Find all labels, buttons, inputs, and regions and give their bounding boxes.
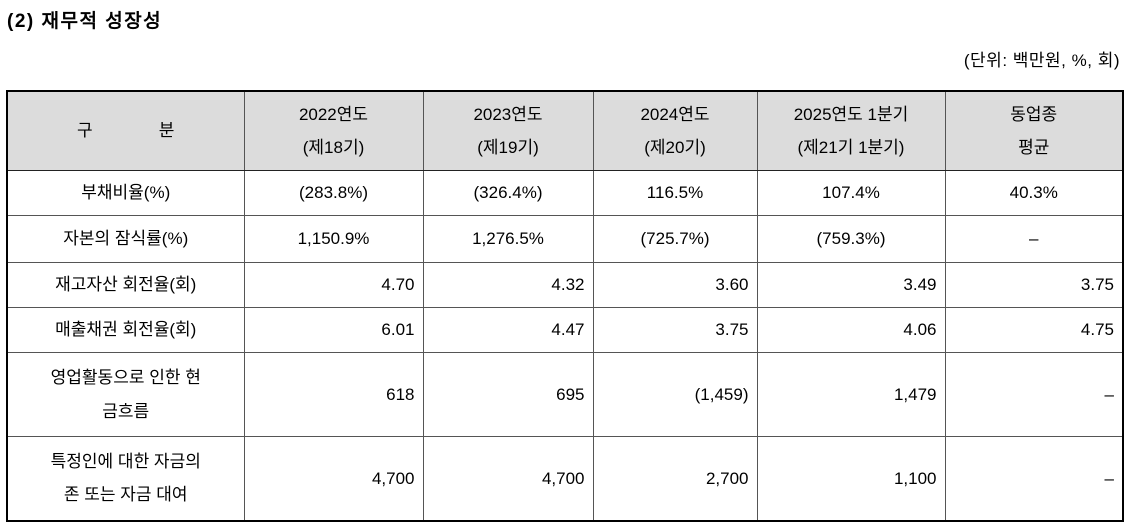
- value-cell: 6.01: [243, 307, 424, 353]
- value-cell: –: [944, 436, 1124, 521]
- value-cell: 1,100: [756, 436, 946, 521]
- column-header: 2025연도 1분기 (제21기 1분기): [756, 90, 946, 171]
- value-cell: 2,700: [592, 436, 758, 521]
- table-row: 영업활동으로 인한 현 금흐름 618 695 (1,459) 1,479–: [6, 352, 1124, 437]
- value-cell: 40.3%: [944, 170, 1124, 216]
- column-header: 2024연도 (제20기): [592, 90, 758, 171]
- row-label: 자본의 잠식률(%): [6, 215, 245, 263]
- table-row: 부채비율(%) (283.8%) (326.4%) 116.5% 107.4% 40.3%: [6, 170, 1124, 216]
- table-body: 부채비율(%) (283.8%) (326.4%) 116.5% 107.4% 40.3%…: [6, 170, 1124, 521]
- row-label: 매출채권 회전율(회): [6, 307, 245, 353]
- value-cell: 107.4%: [756, 170, 946, 216]
- value-cell: 4.75: [944, 307, 1124, 353]
- row-label: 특정인에 대한 자금의 존 또는 자금 대여: [6, 436, 245, 521]
- value-cell: (1,459): [592, 352, 758, 437]
- row-label: 영업활동으로 인한 현 금흐름: [6, 352, 245, 437]
- row-label: 부채비율(%): [6, 170, 245, 216]
- value-cell: 3.60: [592, 262, 758, 308]
- value-cell: 4,700: [422, 436, 594, 521]
- value-cell: 116.5%: [592, 170, 758, 216]
- value-cell: 3.75: [944, 262, 1124, 308]
- header-row: 구 분 2022연도 (제18기) 2023연도 (제19기) 2024연도 (제20…: [6, 90, 1124, 171]
- row-label: 재고자산 회전율(회): [6, 262, 245, 308]
- column-header: 동업종 평균: [944, 90, 1124, 171]
- table-row: 특정인에 대한 자금의 존 또는 자금 대여 4,700 4,700 2,700 1,1…: [6, 436, 1124, 521]
- value-cell: 1,150.9%: [243, 215, 424, 263]
- value-cell: –: [944, 215, 1124, 263]
- table-row: 매출채권 회전율(회) 6.01 4.47 3.75 4.06 4.75: [6, 307, 1124, 353]
- financial-growth-table: 구 분 2022연도 (제18기) 2023연도 (제19기) 2024연도 (제20…: [6, 90, 1124, 522]
- value-cell: 4.32: [422, 262, 594, 308]
- value-cell: 4.70: [243, 262, 424, 308]
- value-cell: (759.3%): [756, 215, 946, 263]
- table-row: 자본의 잠식률(%) 1,150.9% 1,276.5% (725.7%) (759.3…: [6, 215, 1124, 263]
- value-cell: 618: [243, 352, 424, 437]
- value-cell: (725.7%): [592, 215, 758, 263]
- table-row: 재고자산 회전율(회) 4.70 4.32 3.60 3.49 3.75: [6, 262, 1124, 308]
- value-cell: (326.4%): [422, 170, 594, 216]
- column-header: 2022연도 (제18기): [243, 90, 424, 171]
- value-cell: 4.06: [756, 307, 946, 353]
- unit-note: (단위: 백만원, %, 회): [963, 51, 1120, 70]
- column-header: 구 분: [6, 90, 245, 171]
- value-cell: 695: [422, 352, 594, 437]
- value-cell: 1,276.5%: [422, 215, 594, 263]
- value-cell: 4.47: [422, 307, 594, 353]
- value-cell: –: [944, 352, 1124, 437]
- value-cell: 3.49: [756, 262, 946, 308]
- value-cell: 4,700: [243, 436, 424, 521]
- page-title: (2) 재무적 성장성: [7, 11, 163, 32]
- value-cell: (283.8%): [243, 170, 424, 216]
- value-cell: 1,479: [756, 352, 946, 437]
- column-header: 2023연도 (제19기): [422, 90, 594, 171]
- value-cell: 3.75: [592, 307, 758, 353]
